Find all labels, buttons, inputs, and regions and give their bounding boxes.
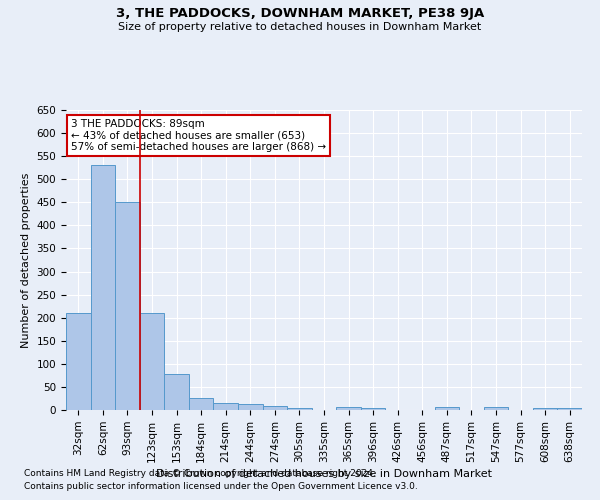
Text: Size of property relative to detached houses in Downham Market: Size of property relative to detached ho… bbox=[118, 22, 482, 32]
Bar bbox=[238, 404, 263, 410]
Bar bbox=[115, 202, 140, 410]
Bar bbox=[533, 408, 557, 410]
Text: Contains HM Land Registry data © Crown copyright and database right 2024.: Contains HM Land Registry data © Crown c… bbox=[24, 468, 376, 477]
Bar bbox=[287, 408, 312, 410]
Text: 3 THE PADDOCKS: 89sqm
← 43% of detached houses are smaller (653)
57% of semi-det: 3 THE PADDOCKS: 89sqm ← 43% of detached … bbox=[71, 119, 326, 152]
Bar bbox=[557, 408, 582, 410]
Bar bbox=[91, 166, 115, 410]
Bar bbox=[140, 313, 164, 410]
Bar bbox=[189, 398, 214, 410]
Bar bbox=[484, 407, 508, 410]
Bar bbox=[434, 407, 459, 410]
Bar bbox=[214, 403, 238, 410]
Bar bbox=[164, 374, 189, 410]
Text: Contains public sector information licensed under the Open Government Licence v3: Contains public sector information licen… bbox=[24, 482, 418, 491]
Text: 3, THE PADDOCKS, DOWNHAM MARKET, PE38 9JA: 3, THE PADDOCKS, DOWNHAM MARKET, PE38 9J… bbox=[116, 8, 484, 20]
Bar bbox=[66, 313, 91, 410]
Bar bbox=[361, 408, 385, 410]
X-axis label: Distribution of detached houses by size in Downham Market: Distribution of detached houses by size … bbox=[156, 469, 492, 479]
Bar bbox=[336, 407, 361, 410]
Bar bbox=[263, 406, 287, 410]
Y-axis label: Number of detached properties: Number of detached properties bbox=[21, 172, 31, 348]
